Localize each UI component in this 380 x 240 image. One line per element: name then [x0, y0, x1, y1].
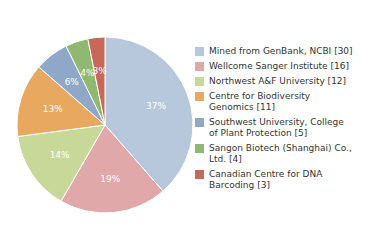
- html-text:Sangon Biotech (Shanghai) Co.,: Sangon Biotech (Shanghai) Co., Ltd. [4]: [209, 142, 352, 164]
- svg-text:6%: 6%: [65, 77, 80, 87]
- svg-text:19%: 19%: [100, 174, 120, 184]
- html-text:Southwest University, College: Southwest University, College of Plant P…: [209, 116, 344, 138]
- svg-text:3%: 3%: [93, 66, 108, 76]
- html-text:Northwest A&F University [12]: Northwest A&F University [12]: [209, 75, 347, 86]
- svg-text:14%: 14%: [50, 150, 70, 160]
- html-text:Canadian Centre for DNA Barcod: Canadian Centre for DNA Barcoding [3]: [209, 168, 323, 190]
- html-text:Mined from GenBank, NCBI [30]: Mined from GenBank, NCBI [30]: [209, 45, 353, 56]
- html-text:Wellcome Sanger Institute [16]: Wellcome Sanger Institute [16]: [209, 60, 349, 71]
- html-text:Centre for Biodiversity Genomi: Centre for Biodiversity Genomics [11]: [209, 90, 311, 112]
- svg-text:13%: 13%: [43, 104, 63, 114]
- svg-text:37%: 37%: [146, 101, 166, 111]
- svg-text:4%: 4%: [80, 68, 95, 79]
